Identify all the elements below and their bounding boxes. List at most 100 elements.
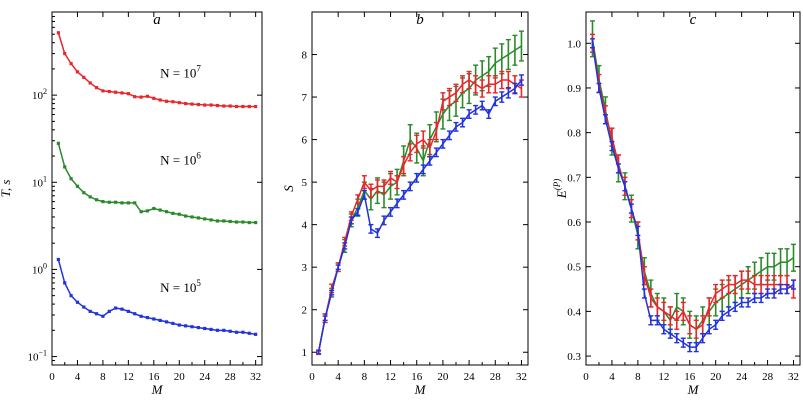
- series-line: [591, 43, 794, 348]
- y-tick-base: 10: [27, 352, 39, 364]
- data-point: [209, 103, 213, 107]
- x-tick-label: 28: [225, 371, 237, 383]
- data-point: [247, 104, 251, 109]
- series-line: [317, 79, 522, 353]
- annotation-text: N = 10: [160, 65, 196, 80]
- x-tick-label: 8: [635, 371, 641, 383]
- data-point: [254, 104, 258, 109]
- data-point: [139, 210, 143, 214]
- series-annotation: N = 106: [160, 150, 201, 167]
- y-tick-base: 10: [32, 90, 44, 102]
- data-point: [75, 184, 80, 188]
- x-tick-label: 12: [658, 371, 669, 383]
- y-tick-label: 0.7: [567, 172, 581, 184]
- data-point: [171, 321, 175, 326]
- y-tick-label: 0.4: [567, 306, 581, 318]
- series-2: [589, 38, 797, 353]
- y-tick-exponent: 0: [43, 261, 47, 270]
- data-point: [152, 317, 156, 321]
- series-1: [56, 141, 258, 225]
- data-point: [120, 91, 124, 95]
- data-point: [164, 99, 169, 103]
- x-tick-label: 0: [583, 371, 589, 383]
- data-point: [247, 331, 251, 335]
- y-tick-label: 0.6: [567, 217, 581, 229]
- y-tick-label: 101: [32, 174, 47, 189]
- panel-letter: b: [416, 12, 424, 28]
- y-tick-base: 10: [32, 264, 44, 276]
- data-point: [228, 104, 232, 108]
- data-point: [69, 62, 73, 66]
- data-point: [228, 329, 232, 333]
- data-point: [203, 326, 207, 331]
- x-tick-label: 32: [516, 371, 527, 383]
- series-line: [317, 79, 523, 353]
- x-tick-label: 16: [411, 371, 423, 383]
- panel-letter: c: [690, 12, 697, 28]
- data-point: [133, 201, 137, 205]
- y-tick-base: 10: [32, 177, 44, 189]
- plot-frame: [311, 11, 529, 366]
- data-point: [107, 89, 111, 94]
- y-tick-label: 0.8: [567, 128, 581, 140]
- x-tick-label: 4: [75, 371, 81, 383]
- data-point: [126, 201, 130, 205]
- y-axis-label-text: T, s: [0, 180, 13, 198]
- annotation-text: N = 10: [160, 152, 196, 167]
- panel-c: 0 4 8 12 16 20 24 28 32 0.3 0.4 0.5 0.6 0.7 0.8 0.9 1.0 c…: [552, 11, 801, 397]
- series-1: [589, 33, 797, 339]
- data-point: [203, 217, 207, 221]
- data-point: [241, 104, 245, 109]
- data-point: [152, 206, 156, 211]
- x-tick-label: 12: [123, 371, 134, 383]
- annotation-exponent: 5: [196, 278, 201, 288]
- x-tick-label: 4: [609, 371, 615, 383]
- y-tick-label: 2: [302, 305, 308, 317]
- series-line: [57, 32, 256, 108]
- series-1: [316, 70, 524, 356]
- annotation-text: N = 10: [160, 280, 196, 295]
- data-point: [177, 212, 181, 216]
- series-line: [57, 143, 256, 224]
- x-tick-label: 0: [309, 371, 315, 383]
- data-point: [75, 70, 80, 74]
- data-point: [145, 94, 150, 98]
- annotation-exponent: 7: [196, 63, 201, 73]
- data-point: [158, 98, 162, 102]
- data-point: [107, 309, 111, 313]
- data-point: [94, 198, 99, 202]
- panel-letter: a: [153, 12, 161, 28]
- x-tick-label: 28: [490, 371, 502, 383]
- x-tick-label: 32: [250, 371, 261, 383]
- data-point: [120, 307, 124, 311]
- x-tick-label: 28: [762, 371, 774, 383]
- series-2: [316, 74, 524, 355]
- data-point: [190, 215, 194, 219]
- data-point: [82, 305, 86, 309]
- data-point: [126, 92, 130, 96]
- data-point: [164, 320, 169, 324]
- y-tick-exponent: 2: [43, 87, 47, 96]
- y-tick-exponent: 1: [43, 174, 47, 183]
- y-axis-label: T, s: [0, 180, 13, 198]
- y-tick-label: 4: [302, 220, 308, 232]
- y-tick-label: 0.9: [567, 83, 581, 95]
- series-line: [591, 38, 794, 331]
- x-tick-label: 20: [174, 371, 186, 383]
- series-annotation: N = 105: [160, 278, 201, 295]
- y-tick-label: 102: [32, 87, 47, 102]
- y-tick-label: 6: [302, 135, 308, 147]
- data-point: [145, 209, 150, 213]
- y-axis-label-text: S: [281, 185, 296, 192]
- data-point: [114, 306, 118, 310]
- data-point: [190, 325, 194, 329]
- series-line: [591, 43, 794, 331]
- data-point: [254, 332, 258, 336]
- data-point: [139, 314, 143, 318]
- data-point: [241, 220, 245, 224]
- data-point: [177, 101, 181, 105]
- data-point: [215, 328, 220, 332]
- data-point: [228, 219, 232, 224]
- data-point: [145, 315, 150, 320]
